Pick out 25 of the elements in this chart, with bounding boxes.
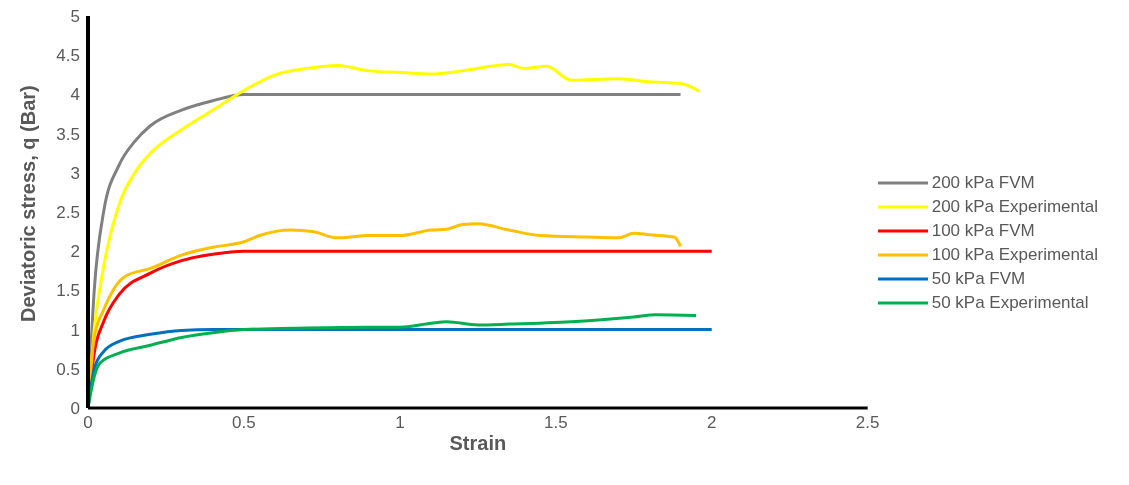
x-tick-label: 0 xyxy=(83,413,93,433)
x-tick-label: 0.5 xyxy=(232,413,256,433)
y-tick-label: 1 xyxy=(70,320,80,340)
y-tick-label: 2 xyxy=(70,242,80,262)
legend-label: 100 kPa Experimental xyxy=(931,245,1098,265)
y-tick-label: 3 xyxy=(70,163,80,183)
x-axis-title: Strain xyxy=(449,432,507,454)
x-tick-label: 1 xyxy=(395,413,405,433)
y-tick-label: 4.5 xyxy=(56,46,80,66)
legend-label: 100 kPa FVM xyxy=(931,221,1035,241)
y-tick-label: 0.5 xyxy=(56,359,80,379)
x-tick-label: 1.5 xyxy=(543,413,568,433)
legend-label: 50 kPa Experimental xyxy=(931,293,1089,313)
legend-label: 200 kPa FVM xyxy=(931,173,1035,193)
x-tick-label: 2.5 xyxy=(855,413,880,433)
y-tick-label: 3.5 xyxy=(56,124,80,144)
x-tick-label: 2 xyxy=(707,413,717,433)
y-axis-title: Deviatoric stress, q (Bar) xyxy=(17,85,40,322)
legend-label: 200 kPa Experimental xyxy=(931,197,1098,217)
y-tick-label: 1.5 xyxy=(56,281,80,301)
y-tick-label: 4 xyxy=(70,85,80,105)
legend-label: 50 kPa FVM xyxy=(931,269,1026,289)
y-tick-label: 5 xyxy=(70,7,80,27)
y-tick-label: 0 xyxy=(70,399,80,419)
y-tick-label: 2.5 xyxy=(56,203,80,223)
